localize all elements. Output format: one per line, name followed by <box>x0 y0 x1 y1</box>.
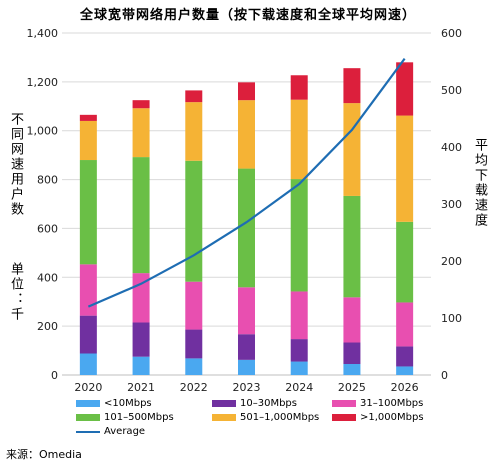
x-tick-label: 2022 <box>180 381 208 394</box>
y-right-tick-label: 100 <box>441 312 462 325</box>
y-right-tick-label: 0 <box>441 369 448 382</box>
bar-31_100 <box>343 297 361 343</box>
right-axis-label: 平均下载速度 <box>472 138 487 228</box>
y-right-tick-label: 500 <box>441 84 462 97</box>
legend-label: >1,000Mbps <box>360 412 424 423</box>
bar-101_500 <box>185 160 203 282</box>
y-left-tick-label: 200 <box>37 320 58 333</box>
bar-10_30 <box>290 339 308 362</box>
average-line <box>87 57 406 308</box>
bar-31_100 <box>238 287 255 335</box>
x-tick-label: 2026 <box>391 381 419 394</box>
bar-lt10 <box>238 359 255 375</box>
bar-lt10 <box>290 361 308 375</box>
bar-gt1000 <box>132 100 150 109</box>
legend-swatch <box>212 414 236 421</box>
y-right-tick-label: 200 <box>441 255 462 268</box>
bar-gt1000 <box>343 68 361 104</box>
bar-31_100 <box>396 302 414 347</box>
bar-lt10 <box>132 356 150 375</box>
y-left-tick-label: 400 <box>37 271 58 284</box>
legend-label: <10Mbps <box>104 398 152 409</box>
bar-101_500 <box>290 179 308 292</box>
bar-gt1000 <box>238 82 255 101</box>
bar-501_1000 <box>79 120 97 161</box>
bar-10_30 <box>396 346 414 367</box>
source-note: 来源：Omedia <box>6 448 82 461</box>
bar-31_100 <box>290 291 308 340</box>
bar-lt10 <box>185 358 203 375</box>
bar-gt1000 <box>396 62 414 116</box>
bar-101_500 <box>132 157 150 274</box>
bar-101_500 <box>79 160 97 265</box>
bar-10_30 <box>79 315 97 354</box>
y-left-tick-label: 800 <box>37 174 58 187</box>
bar-501_1000 <box>290 99 308 180</box>
y-left-tick-label: 1,400 <box>27 27 59 40</box>
bar-101_500 <box>343 195 361 298</box>
chart-title: 全球宽带网络用户数量（按下载速度和全球平均网速） <box>79 8 416 23</box>
y-left-tick-label: 1,000 <box>27 125 59 138</box>
legend-swatch <box>332 414 356 421</box>
bar-101_500 <box>238 168 255 288</box>
bar-501_1000 <box>396 115 414 222</box>
bar-gt1000 <box>290 75 308 100</box>
bar-10_30 <box>185 329 203 359</box>
bar-10_30 <box>238 334 255 360</box>
legend-item: <10Mbps <box>76 398 152 409</box>
legend-item: 501–1,000Mbps <box>212 412 319 423</box>
legend-label: 101–500Mbps <box>104 412 174 423</box>
bar-501_1000 <box>132 108 150 158</box>
x-tick-label: 2020 <box>74 381 102 394</box>
y-left-tick-label: 0 <box>51 369 58 382</box>
bar-gt1000 <box>185 90 203 103</box>
bar-101_500 <box>396 221 414 303</box>
legend-swatch <box>76 430 100 433</box>
legend-swatch <box>76 414 100 421</box>
bar-lt10 <box>79 353 97 375</box>
bar-501_1000 <box>238 100 255 169</box>
legend-item: Average <box>76 426 145 437</box>
legend-item: 10–30Mbps <box>212 398 297 409</box>
legend-label: 31–100Mbps <box>360 398 424 409</box>
legend-label: 501–1,000Mbps <box>240 412 320 423</box>
bar-gt1000 <box>79 114 97 121</box>
y-right-tick-label: 400 <box>441 141 462 154</box>
bar-31_100 <box>185 281 203 330</box>
bar-10_30 <box>343 342 361 365</box>
legend-swatch <box>76 400 100 407</box>
x-tick-label: 2023 <box>233 381 261 394</box>
legend-label: 10–30Mbps <box>240 398 297 409</box>
legend-swatch <box>212 400 236 407</box>
left-axis-label: 不同网速用户数 <box>8 112 23 217</box>
y-right-tick-label: 300 <box>441 198 462 211</box>
y-left-tick-label: 1,200 <box>27 76 59 89</box>
legend-item: >1,000Mbps <box>332 412 424 423</box>
left-unit-label: 单位：千 <box>8 262 23 322</box>
legend-label: Average <box>104 426 146 437</box>
bar-501_1000 <box>343 103 361 196</box>
legend-swatch <box>332 400 356 407</box>
bar-31_100 <box>79 264 97 316</box>
bar-501_1000 <box>185 102 203 161</box>
x-tick-label: 2024 <box>285 381 313 394</box>
y-left-tick-label: 600 <box>37 222 58 235</box>
x-tick-label: 2025 <box>338 381 366 394</box>
bar-lt10 <box>343 364 361 375</box>
legend-item: 101–500Mbps <box>76 412 174 423</box>
bar-lt10 <box>396 366 414 375</box>
bar-10_30 <box>132 322 150 357</box>
x-tick-label: 2021 <box>127 381 155 394</box>
legend-item: 31–100Mbps <box>332 398 423 409</box>
y-right-tick-label: 600 <box>441 27 462 40</box>
